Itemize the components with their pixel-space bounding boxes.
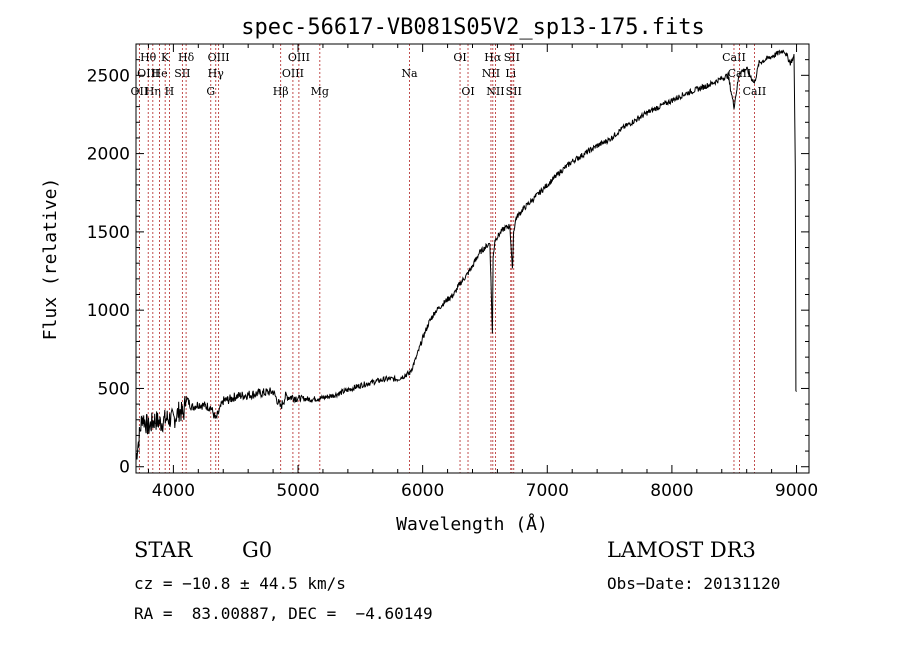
x-tick-label: 7000 bbox=[526, 481, 569, 501]
line-label: NII bbox=[482, 67, 500, 80]
spectral-subclass: G0 bbox=[242, 538, 273, 562]
line-label: H bbox=[165, 85, 175, 98]
y-tick-label: 0 bbox=[119, 458, 130, 478]
line-label: OI bbox=[453, 51, 466, 64]
line-label: G bbox=[206, 85, 215, 98]
line-label: Hη bbox=[145, 85, 161, 98]
line-label: Hγ bbox=[208, 67, 225, 80]
y-tick-label: 2500 bbox=[87, 66, 130, 86]
axes: 4000 5000 6000 7000 8000 9000 0 500 1000 1500 2000… bbox=[87, 44, 818, 501]
y-axis-label: Flux (relative) bbox=[40, 178, 61, 341]
x-tick-label: 4000 bbox=[152, 481, 195, 501]
line-label: Li bbox=[505, 67, 516, 80]
x-axis-label: Wavelength (Å) bbox=[396, 513, 548, 535]
line-label: K bbox=[161, 51, 170, 64]
coordinates: RA = 83.00887, DEC = −4.60149 bbox=[134, 604, 433, 623]
y-tick-label: 1000 bbox=[87, 301, 130, 321]
line-label: OIII bbox=[208, 51, 230, 64]
line-label: OIII bbox=[282, 67, 304, 80]
line-label: Mg bbox=[311, 85, 329, 98]
line-label: CaII bbox=[743, 85, 767, 98]
y-tick-label: 500 bbox=[98, 379, 130, 399]
line-label: OIII bbox=[288, 51, 310, 64]
line-label: CaII bbox=[722, 51, 746, 64]
redshift-info: cz = −10.8 ± 44.5 km/s bbox=[134, 574, 346, 593]
chart-title: spec-56617-VB081S05V2_sp13-175.fits bbox=[241, 15, 705, 40]
line-label: Hδ bbox=[178, 51, 195, 64]
line-label: OII bbox=[131, 85, 149, 98]
line-label: Hβ bbox=[273, 85, 289, 98]
spectrum-series bbox=[135, 49, 797, 460]
survey-name: LAMOST DR3 bbox=[607, 538, 756, 562]
line-label: SII bbox=[174, 67, 190, 80]
y-tick-label: 1500 bbox=[87, 223, 130, 243]
line-label: SII bbox=[506, 85, 522, 98]
line-label: OIII bbox=[137, 67, 159, 80]
x-tick-label: 6000 bbox=[401, 481, 444, 501]
line-label: NII bbox=[486, 85, 504, 98]
x-tick-label: 8000 bbox=[650, 481, 693, 501]
line-label: Hθ bbox=[140, 51, 157, 64]
x-tick-label: 9000 bbox=[775, 481, 818, 501]
plot-frame bbox=[135, 43, 810, 474]
observation-date: Obs−Date: 20131120 bbox=[607, 574, 781, 593]
x-tick-label: 5000 bbox=[276, 481, 319, 501]
y-tick-label: 2000 bbox=[87, 145, 130, 165]
line-label: Na bbox=[401, 67, 418, 80]
line-label: He bbox=[152, 67, 168, 80]
line-label: Hα bbox=[484, 51, 502, 64]
spectral-lines: OII Hθ OIII Hη He K H SII Hδ G Hγ OIII Hβ OIII OIII Mg N… bbox=[131, 44, 767, 473]
series-flux bbox=[135, 49, 797, 460]
line-label: SII bbox=[504, 51, 520, 64]
object-type: STAR bbox=[134, 538, 193, 562]
line-label: OI bbox=[461, 85, 474, 98]
